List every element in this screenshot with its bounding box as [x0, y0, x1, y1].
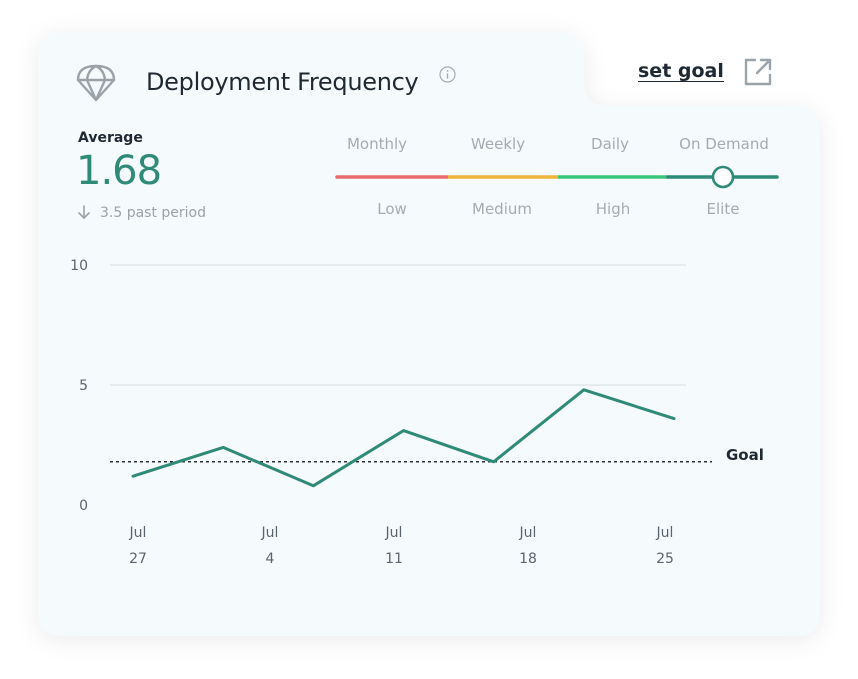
y-tick-label: 5 [79, 378, 88, 394]
arrow-down-icon [78, 205, 90, 219]
scale-level-high: High [595, 200, 631, 218]
scale-frequency-on-demand: On Demand [679, 135, 769, 153]
x-tick-day: 27 [129, 551, 147, 567]
x-tick-month: Jul [261, 525, 279, 541]
y-tick-label: 0 [79, 498, 88, 514]
scale-level-low: Low [377, 200, 407, 218]
scale-level-elite: Elite [706, 200, 740, 218]
x-tick-month: Jul [519, 525, 537, 541]
x-tick-day: 25 [656, 551, 674, 567]
past-period: 3.5 past period [78, 205, 206, 221]
x-tick-month: Jul [385, 525, 403, 541]
goal-label: Goal [726, 446, 764, 464]
parachute-icon [76, 64, 116, 102]
info-icon[interactable] [439, 66, 456, 83]
scale-level-medium: Medium [472, 200, 532, 218]
x-tick-day: 18 [519, 551, 537, 567]
past-period-text: 3.5 past period [100, 205, 207, 221]
average-label: Average [78, 130, 143, 146]
card-title: Deployment Frequency [146, 68, 419, 96]
external-link-icon[interactable] [742, 56, 774, 88]
scale-frequency-daily: Daily [591, 135, 629, 153]
performance-scale-bar [335, 165, 779, 189]
y-tick-label: 10 [70, 258, 88, 274]
scale-frequency-weekly: Weekly [470, 135, 526, 153]
set-goal-link[interactable]: set goal [638, 60, 724, 82]
scale-frequency-monthly: Monthly [346, 135, 408, 153]
x-tick-month: Jul [656, 525, 674, 541]
x-tick-day: 11 [385, 551, 403, 567]
average-value: 1.68 [76, 148, 162, 194]
x-tick-day: 4 [266, 551, 275, 567]
x-tick-month: Jul [129, 525, 147, 541]
series-line [131, 388, 676, 488]
scale-current-marker [711, 165, 735, 189]
